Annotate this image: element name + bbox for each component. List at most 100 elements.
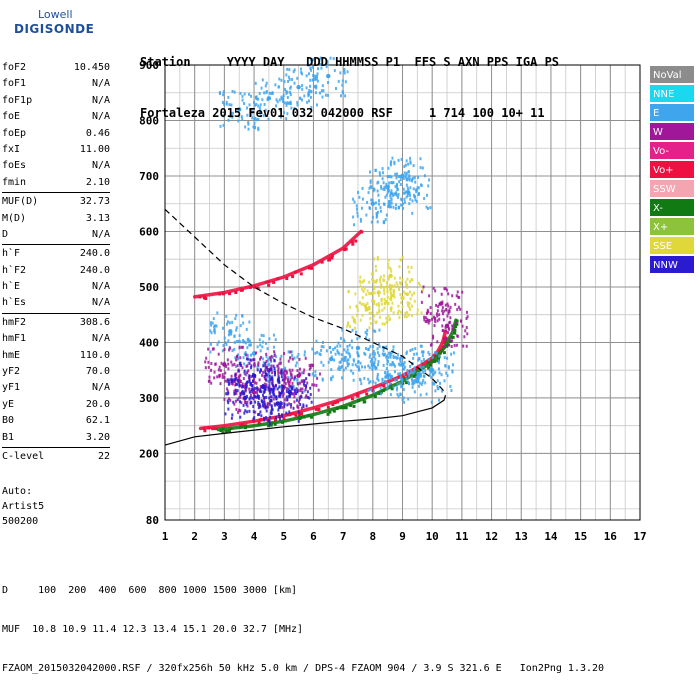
- echo-speckle: [298, 397, 301, 401]
- echo-speckle: [343, 71, 346, 75]
- echo-speckle: [368, 366, 371, 370]
- echo-speckle: [240, 401, 243, 405]
- echo-speckle: [265, 409, 268, 413]
- legend-swatch: [650, 104, 694, 121]
- echo-speckle: [262, 361, 265, 365]
- echo-speckle: [207, 360, 210, 364]
- echo-speckle: [387, 200, 390, 204]
- legend-swatch: [650, 66, 694, 83]
- echo-point: [331, 402, 335, 406]
- param-value: 240.0: [79, 264, 110, 276]
- echo-speckle: [252, 373, 255, 377]
- echo-speckle: [272, 386, 275, 390]
- echo-point: [270, 421, 274, 425]
- echo-speckle: [417, 281, 420, 285]
- echo-point: [320, 260, 324, 264]
- echo-speckle: [249, 343, 252, 347]
- echo-point: [291, 275, 295, 279]
- echo-speckle: [279, 385, 282, 389]
- echo-speckle: [425, 392, 428, 396]
- param-name: h`E: [2, 281, 21, 293]
- echo-point: [365, 392, 369, 396]
- echo-speckle: [428, 294, 431, 298]
- echo-speckle: [277, 85, 280, 89]
- echo-speckle: [435, 303, 438, 307]
- echo-speckle: [269, 398, 272, 402]
- x-tick-label: 9: [399, 530, 406, 543]
- echo-speckle: [385, 182, 388, 186]
- echo-point: [326, 412, 330, 416]
- echo-speckle: [259, 103, 262, 107]
- echo-speckle: [299, 389, 302, 393]
- echo-speckle: [282, 94, 285, 98]
- echo-speckle: [235, 328, 238, 332]
- echo-speckle: [293, 106, 296, 110]
- echo-speckle: [390, 201, 393, 205]
- echo-speckle: [400, 157, 403, 161]
- echo-speckle: [434, 320, 437, 324]
- echo-speckle: [248, 409, 251, 413]
- param-value: N/A: [91, 111, 110, 123]
- echo-speckle: [383, 301, 386, 305]
- echo-speckle: [422, 288, 425, 292]
- echo-speckle: [377, 363, 380, 367]
- echo-speckle: [363, 286, 366, 290]
- echo-speckle: [291, 77, 294, 81]
- echo-speckle: [241, 384, 244, 388]
- echo-speckle: [273, 359, 276, 363]
- echo-speckle: [366, 328, 369, 332]
- echo-speckle: [241, 94, 244, 98]
- echo-speckle: [412, 371, 415, 375]
- echo-point: [414, 367, 418, 371]
- echo-speckle: [308, 373, 311, 377]
- echo-point: [428, 359, 432, 363]
- echo-speckle: [442, 318, 445, 322]
- echo-speckle: [230, 416, 233, 420]
- echo-speckle: [318, 91, 321, 95]
- echo-speckle: [315, 86, 318, 90]
- echo-point: [354, 239, 358, 243]
- echo-speckle: [372, 319, 375, 323]
- echo-speckle: [376, 257, 379, 261]
- echo-speckle: [404, 280, 407, 284]
- echo-speckle: [223, 347, 226, 351]
- echo-speckle: [267, 369, 270, 373]
- echo-speckle: [413, 368, 416, 372]
- echo-speckle: [208, 375, 211, 379]
- echo-point: [241, 423, 245, 427]
- echo-speckle: [279, 400, 282, 404]
- echo-speckle: [456, 290, 459, 294]
- parameter-panel: foF2 10.450 foF1 N/A foF1p N/A foE N/A foEp 0.46 f…: [2, 60, 110, 465]
- echo-speckle: [417, 374, 420, 378]
- echo-speckle: [395, 388, 398, 392]
- legend-swatch: [650, 237, 694, 254]
- echo-speckle: [407, 372, 410, 376]
- echo-speckle: [382, 278, 385, 282]
- echo-speckle: [235, 392, 238, 396]
- legend-swatch: [650, 161, 694, 178]
- echo-speckle: [369, 360, 372, 364]
- station-header: Station YYYY DAY DDD HHMMSS P1 FFS S AXN…: [140, 20, 559, 139]
- echo-point: [299, 412, 303, 416]
- echo-speckle: [367, 348, 370, 352]
- echo-speckle: [391, 192, 394, 196]
- echo-speckle: [289, 93, 292, 97]
- echo-speckle: [391, 284, 394, 288]
- echo-speckle: [230, 381, 233, 385]
- echo-speckle: [393, 364, 396, 368]
- echo-speckle: [410, 377, 413, 381]
- echo-speckle: [441, 300, 444, 304]
- echo-speckle: [243, 340, 246, 344]
- echo-speckle: [428, 368, 431, 372]
- echo-point: [412, 374, 416, 378]
- echo-speckle: [209, 350, 212, 354]
- echo-speckle: [272, 384, 275, 388]
- echo-speckle: [391, 181, 394, 185]
- echo-speckle: [389, 174, 392, 178]
- echo-speckle: [380, 298, 383, 302]
- echo-speckle: [413, 299, 416, 303]
- x-tick-label: 15: [574, 530, 587, 543]
- echo-speckle: [347, 351, 350, 355]
- echo-speckle: [257, 363, 260, 367]
- echo-speckle: [268, 422, 271, 426]
